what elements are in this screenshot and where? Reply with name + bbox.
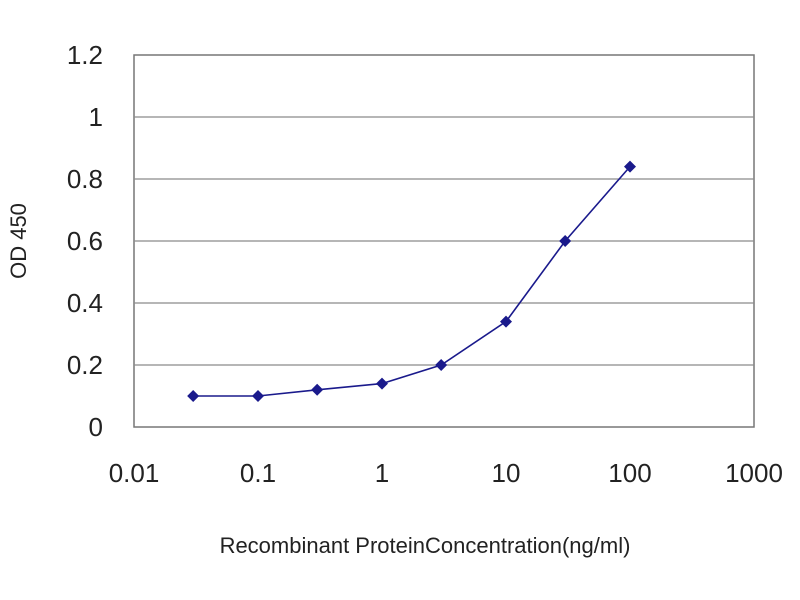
data-point [435,359,448,371]
y-tick-label: 1 [89,102,103,132]
y-tick-label: 1.2 [67,40,103,70]
y-tick-label: 0 [89,412,103,442]
x-tick-label: 1000 [725,458,783,488]
x-tick-label: 0.1 [240,458,276,488]
data-point [376,377,388,390]
series-group [187,160,636,402]
y-tick-label: 0.2 [67,350,103,380]
data-point [559,235,572,247]
data-point [624,160,636,173]
x-tick-labels: 0.01 0.1 1 10 100 1000 [109,458,783,488]
data-point [187,390,200,402]
x-tick-label: 1 [375,458,389,488]
y-tick-label: 0.8 [67,164,103,194]
y-tick-labels: 0 0.2 0.4 0.6 0.8 1 1.2 [67,40,103,442]
data-point [500,315,512,328]
data-point [252,390,264,402]
x-axis-title: Recombinant ProteinConcentration(ng/ml) [220,533,631,558]
series-line [193,166,631,397]
y-tick-label: 0.4 [67,288,103,318]
x-tick-label: 0.01 [109,458,160,488]
x-tick-label: 10 [492,458,521,488]
y-axis-title: OD 450 [6,203,31,279]
grid-lines [134,116,754,366]
y-tick-label: 0.6 [67,226,103,256]
x-tick-label: 100 [608,458,651,488]
data-point [311,383,324,396]
